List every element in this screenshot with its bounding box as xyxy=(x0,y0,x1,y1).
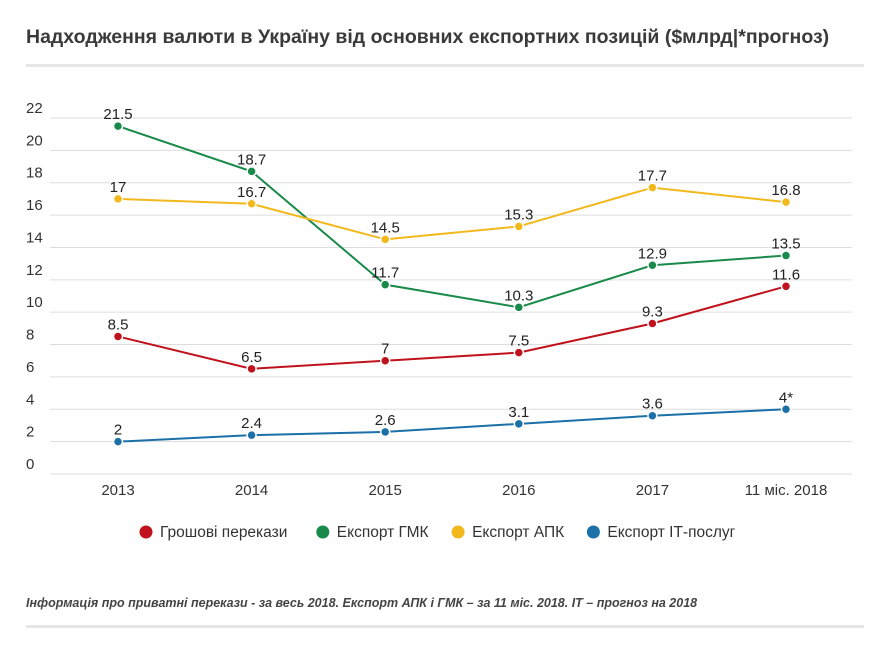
chart-title: Надходження валюти в Україну від основни… xyxy=(26,26,830,48)
data-label: 6.5 xyxy=(241,349,262,366)
data-point xyxy=(647,318,658,329)
data-point xyxy=(379,234,391,245)
data-label: 2 xyxy=(114,422,122,439)
x-tick-label: 2016 xyxy=(502,482,535,499)
data-label: 9.3 xyxy=(642,304,663,321)
data-point xyxy=(513,302,525,313)
data-point xyxy=(513,347,525,358)
data-label: 21.5 xyxy=(103,106,132,123)
legend-label: Експорт ІТ-послуг xyxy=(607,524,735,541)
data-label: 11.7 xyxy=(371,265,399,282)
y-tick-label: 2 xyxy=(26,424,34,441)
series-line xyxy=(117,125,787,309)
x-tick-label: 2015 xyxy=(369,482,402,499)
data-point xyxy=(112,120,124,132)
data-label: 10.3 xyxy=(504,287,533,304)
legend-label: Експорт АПК xyxy=(472,524,564,541)
data-label: 17.7 xyxy=(638,168,667,185)
footer-divider xyxy=(26,625,864,628)
data-label: 8.5 xyxy=(108,316,129,333)
data-point xyxy=(647,182,658,193)
data-label: 2.4 xyxy=(241,415,262,432)
y-tick-label: 18 xyxy=(26,165,43,182)
data-label: 4* xyxy=(779,389,793,406)
data-point xyxy=(780,250,792,261)
x-tick-label: 11 міс. 2018 xyxy=(745,482,828,499)
title-divider xyxy=(26,64,864,67)
legend-label: Експорт ГМК xyxy=(337,524,429,541)
y-tick-label: 6 xyxy=(26,359,34,376)
data-point xyxy=(647,410,658,421)
data-point xyxy=(112,193,124,205)
series-line xyxy=(117,186,787,241)
data-label: 17 xyxy=(110,179,127,196)
series-lines xyxy=(117,125,787,443)
y-tick-label: 0 xyxy=(26,456,34,473)
legend-swatch xyxy=(139,525,153,539)
data-point xyxy=(647,260,658,271)
data-point xyxy=(513,418,525,430)
series-line xyxy=(117,285,787,370)
data-label: 7 xyxy=(381,341,389,358)
data-point xyxy=(246,198,257,210)
line-chart: 0 2 4 6 8 10 12 14 16 18 20 22 2013 2014 2015 2016 2017… xyxy=(26,100,852,541)
data-point xyxy=(112,436,124,447)
data-point xyxy=(379,279,391,290)
data-label: 3.6 xyxy=(642,396,663,413)
data-label: 13.5 xyxy=(771,236,800,253)
data-label: 15.3 xyxy=(504,206,533,223)
x-tick-label: 2014 xyxy=(235,482,268,499)
data-point xyxy=(379,355,391,366)
y-axis-ticks: 0 2 4 6 8 10 12 14 16 18 20 22 xyxy=(26,100,43,473)
x-axis-ticks: 2013 2014 2015 2016 2017 11 міс. 2018 xyxy=(101,482,827,499)
data-label: 18.7 xyxy=(237,151,266,168)
data-point xyxy=(246,166,257,177)
x-tick-label: 2013 xyxy=(101,482,134,499)
data-label: 16.8 xyxy=(771,182,800,199)
y-tick-label: 22 xyxy=(26,100,43,117)
footnote: Інформація про приватні перекази - за ве… xyxy=(26,596,698,610)
y-tick-label: 12 xyxy=(26,262,43,279)
legend-swatch xyxy=(586,525,600,539)
data-point xyxy=(379,426,391,438)
data-labels: 8.5 6.5 7 7.5 9.3 11.6 21.5 18.7 11.7 10.3 12.9 13.… xyxy=(103,106,800,439)
series-line xyxy=(117,408,787,443)
data-point xyxy=(246,363,257,375)
data-label: 16.7 xyxy=(237,184,266,201)
y-tick-label: 4 xyxy=(26,391,34,408)
data-point xyxy=(780,196,792,208)
data-label: 2.6 xyxy=(375,412,396,429)
legend-label: Грошові перекази xyxy=(160,524,287,541)
data-label: 11.6 xyxy=(772,266,800,283)
series-points xyxy=(112,120,792,447)
data-point xyxy=(780,404,792,415)
data-point xyxy=(513,221,525,232)
legend: Грошові перекази Експорт ГМК Експорт АПК Ек… xyxy=(139,524,736,541)
data-point xyxy=(780,281,792,292)
y-tick-label: 8 xyxy=(26,327,34,344)
legend-swatch xyxy=(451,525,465,539)
y-tick-label: 10 xyxy=(26,294,43,311)
y-tick-label: 14 xyxy=(26,229,43,246)
grid-lines xyxy=(50,117,852,475)
data-point xyxy=(112,331,124,342)
x-tick-label: 2017 xyxy=(636,482,669,499)
y-tick-label: 16 xyxy=(26,197,43,214)
data-point xyxy=(246,429,257,441)
legend-swatch xyxy=(316,525,330,539)
data-label: 14.5 xyxy=(371,219,400,236)
data-label: 12.9 xyxy=(638,245,667,262)
data-label: 3.1 xyxy=(508,404,529,421)
y-tick-label: 20 xyxy=(26,132,43,149)
data-label: 7.5 xyxy=(508,333,529,350)
